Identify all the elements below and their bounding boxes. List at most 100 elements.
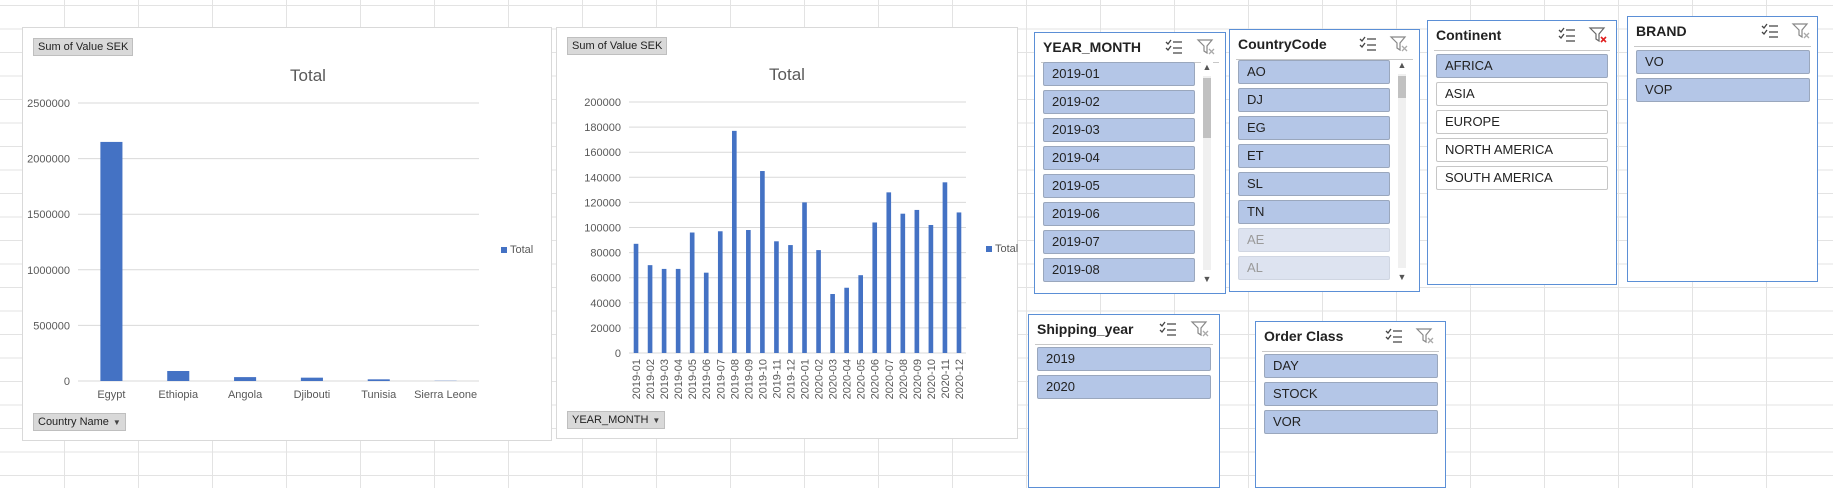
y-tick-label: 180000 — [584, 122, 621, 134]
bar — [830, 294, 835, 353]
dropdown-arrow-icon: ▼ — [112, 418, 121, 427]
x-tick-label: 2020-10 — [926, 359, 938, 399]
scrollbar-thumb[interactable] — [1398, 76, 1406, 98]
slicer-item[interactable]: DAY — [1264, 354, 1438, 378]
y-tick-label: 2500000 — [27, 98, 70, 110]
x-tick-label: 2020-11 — [940, 359, 952, 399]
slicer-item[interactable]: ASIA — [1436, 82, 1608, 106]
slicer-item[interactable]: VOP — [1636, 78, 1810, 102]
slicer-item[interactable]: AO — [1238, 60, 1390, 84]
slicer-title: CountryCode — [1238, 36, 1327, 52]
slicer-item[interactable]: 2019-07 — [1043, 230, 1195, 254]
bar — [774, 241, 779, 353]
slicer-item[interactable]: 2020 — [1037, 375, 1211, 399]
slicer-year-month[interactable]: YEAR_MONTH 2019-01 2019-02 2019-03 2019-… — [1034, 32, 1226, 294]
slicer-order-class[interactable]: Order Class DAY STOCK VOR — [1255, 321, 1446, 488]
pivot-value-field-button[interactable]: Sum of Value SEK — [33, 38, 134, 56]
y-tick-label: 1500000 — [27, 209, 70, 221]
x-tick-label: 2019-01 — [631, 359, 643, 399]
chart-svg-country: 0 500000 1000000 1500000 2000000 2500000 Egypt… — [27, 98, 533, 401]
slicer-title: Shipping_year — [1037, 321, 1134, 337]
legend-swatch — [986, 246, 992, 252]
slicer-brand[interactable]: BRAND VO VOP — [1627, 16, 1818, 282]
chart-title: Total — [769, 65, 805, 84]
bar — [844, 287, 849, 353]
slicer-item[interactable]: SL — [1238, 172, 1390, 196]
slicer-item-no-data[interactable]: AL — [1238, 256, 1390, 280]
bar — [788, 245, 793, 353]
slicer-item[interactable]: NORTH AMERICA — [1436, 138, 1608, 162]
y-tick-label: 0 — [615, 348, 621, 360]
slicer-item[interactable]: 2019-08 — [1043, 258, 1195, 282]
scroll-up-icon[interactable]: ▲ — [1397, 60, 1407, 70]
scroll-up-icon[interactable]: ▲ — [1202, 62, 1212, 72]
multi-select-icon[interactable] — [1159, 321, 1177, 337]
slicer-item[interactable]: DJ — [1238, 88, 1390, 112]
scroll-down-icon[interactable]: ▼ — [1397, 272, 1407, 282]
pivot-axis-field-button[interactable]: Country Name ▼ — [33, 413, 126, 431]
clear-filter-icon[interactable] — [1791, 22, 1810, 40]
x-tick-label: 2020-08 — [898, 359, 910, 399]
clear-filter-icon[interactable] — [1588, 26, 1607, 44]
scrollbar-thumb[interactable] — [1203, 78, 1211, 138]
y-tick-label: 120000 — [584, 197, 621, 209]
dropdown-arrow-icon: ▼ — [652, 416, 661, 425]
slicer-item[interactable]: 2019 — [1037, 347, 1211, 371]
pivot-value-field-button[interactable]: Sum of Value SEK — [567, 37, 668, 55]
y-tick-label: 500000 — [33, 320, 70, 332]
slicer-item[interactable]: EUROPE — [1436, 110, 1608, 134]
slicer-item[interactable]: VOR — [1264, 410, 1438, 434]
slicer-item[interactable]: 2019-02 — [1043, 90, 1195, 114]
scroll-down-icon[interactable]: ▼ — [1202, 274, 1212, 284]
slicer-item-no-data[interactable]: AE — [1238, 228, 1390, 252]
bar — [675, 268, 681, 353]
slicer-item[interactable]: 2019-06 — [1043, 202, 1195, 226]
slicer-item[interactable]: VO — [1636, 50, 1810, 74]
slicer-title: BRAND — [1636, 23, 1687, 39]
slicer-item[interactable]: SOUTH AMERICA — [1436, 166, 1608, 190]
multi-select-icon[interactable] — [1359, 36, 1377, 52]
slicer-item[interactable]: 2019-03 — [1043, 118, 1195, 142]
clear-filter-icon[interactable] — [1196, 38, 1215, 56]
y-tick-label: 0 — [64, 376, 70, 388]
axis-field-label: YEAR_MONTH — [572, 414, 649, 426]
slicer-item[interactable]: 2019-01 — [1043, 62, 1195, 86]
bar — [300, 377, 323, 381]
slicer-country-code[interactable]: CountryCode AO DJ EG ET SL TN AE AL ▲ ▼ — [1229, 29, 1420, 292]
slicer-item-selected[interactable]: AFRICA — [1436, 54, 1608, 78]
slicer-title: YEAR_MONTH — [1043, 39, 1142, 55]
chart-panel-year-month[interactable]: Sum of Value SEK Total 0 20000 40000 60000 8… — [556, 27, 1018, 439]
x-tick-label: 2019-03 — [659, 359, 671, 399]
y-tick-label: 200000 — [584, 97, 621, 109]
clear-filter-icon[interactable] — [1389, 35, 1408, 53]
slicer-continent[interactable]: Continent AFRICA ASIA EUROPE NORTH AMERI… — [1427, 20, 1617, 285]
y-tick-label: 40000 — [590, 298, 621, 310]
multi-select-icon[interactable] — [1385, 328, 1403, 344]
bar — [703, 272, 709, 353]
chart-panel-country[interactable]: Sum of Value SEK Total 0 500000 1000000 150… — [22, 27, 552, 441]
slicer-item[interactable]: TN — [1238, 200, 1390, 224]
slicer-item[interactable]: 2019-05 — [1043, 174, 1195, 198]
x-tick-label: Ethiopia — [158, 389, 199, 401]
slicer-scrollbar[interactable]: ▲ ▼ — [1396, 60, 1408, 282]
chart-svg-year-month: 0 20000 40000 60000 80000 100000 120000 140000 1… — [584, 97, 1018, 399]
clear-filter-icon[interactable] — [1415, 327, 1434, 345]
bar — [234, 377, 257, 381]
slicer-item[interactable]: 2019-04 — [1043, 146, 1195, 170]
bar — [872, 222, 878, 353]
bar — [886, 192, 892, 353]
slicer-item[interactable]: EG — [1238, 116, 1390, 140]
bar — [647, 265, 653, 353]
bar — [942, 182, 948, 353]
clear-filter-icon[interactable] — [1190, 320, 1209, 338]
slicer-item[interactable]: STOCK — [1264, 382, 1438, 406]
slicer-item[interactable]: ET — [1238, 144, 1390, 168]
multi-select-icon[interactable] — [1165, 39, 1183, 55]
multi-select-icon[interactable] — [1761, 23, 1779, 39]
pivot-axis-field-button[interactable]: YEAR_MONTH ▼ — [567, 411, 666, 429]
bar — [928, 224, 934, 353]
multi-select-icon[interactable] — [1558, 27, 1576, 43]
x-tick-label: 2019-09 — [743, 359, 755, 399]
slicer-shipping-year[interactable]: Shipping_year 2019 2020 — [1028, 314, 1220, 488]
slicer-scrollbar[interactable]: ▲ ▼ — [1201, 62, 1213, 284]
